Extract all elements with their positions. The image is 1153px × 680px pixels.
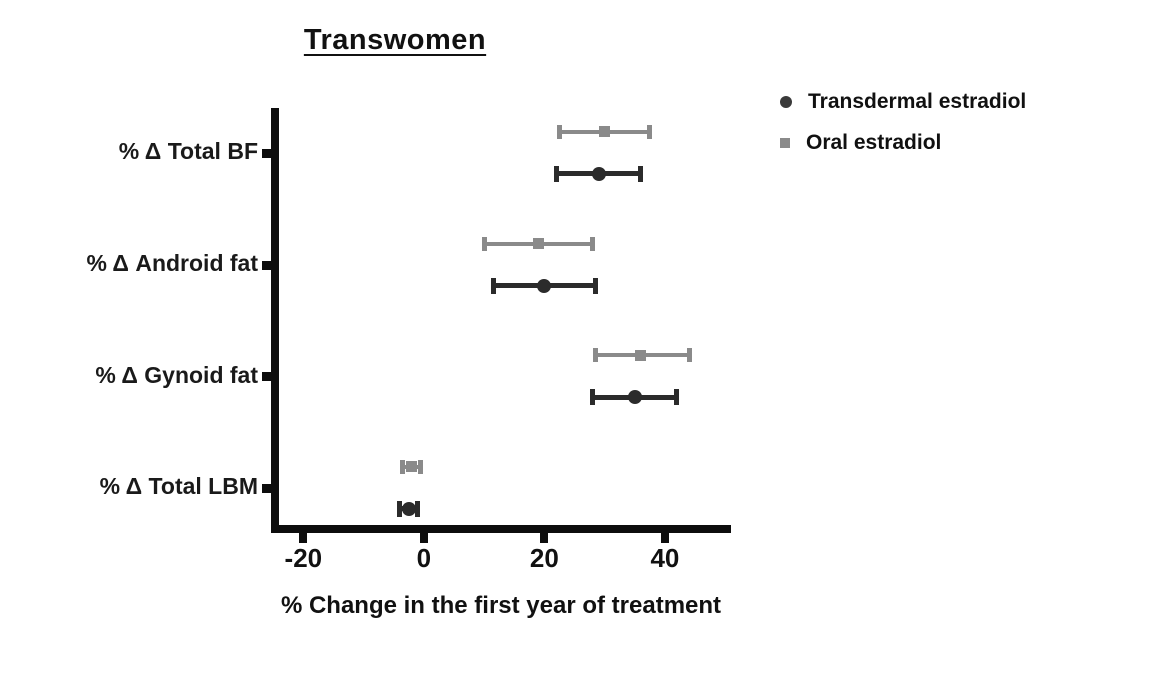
x-axis-tick xyxy=(660,533,669,543)
y-axis xyxy=(271,108,279,533)
x-axis-title: % Change in the first year of treatment xyxy=(280,592,722,619)
error-bar-cap xyxy=(553,165,559,182)
error-bar-cap xyxy=(674,389,680,405)
error-bar-cap xyxy=(593,348,599,362)
error-bar-cap xyxy=(590,389,596,405)
error-bar-cap xyxy=(556,124,562,139)
y-axis-tick xyxy=(262,372,272,381)
error-bar-cap xyxy=(418,459,424,474)
error-bar-cap xyxy=(647,124,653,139)
x-axis-tick xyxy=(419,533,428,543)
x-tick-label: 20 xyxy=(529,543,559,573)
x-axis-tick xyxy=(540,533,549,543)
transdermal-point-marker xyxy=(537,278,552,293)
legend-item-oral: Oral estradiol xyxy=(780,131,1026,155)
oral-point-marker xyxy=(406,461,418,472)
error-bar-cap xyxy=(397,500,403,517)
category-label-total-lbm: % Δ Total LBM xyxy=(99,473,258,499)
chart-title: Transwomen xyxy=(303,24,487,56)
error-bar-cap xyxy=(590,236,596,251)
error-bar-cap xyxy=(490,277,496,294)
circle-marker-icon xyxy=(780,96,792,108)
category-label-gynoid-fat: % Δ Gynoid fat xyxy=(95,362,258,388)
y-axis-tick xyxy=(262,260,272,270)
legend-item-transdermal: Transdermal estradiol xyxy=(780,90,1026,114)
transdermal-point-marker xyxy=(627,390,642,404)
error-bar-cap xyxy=(638,165,644,182)
error-bar-cap xyxy=(481,236,487,251)
category-label-android-fat: % Δ Android fat xyxy=(86,250,258,276)
error-bar-cap xyxy=(415,500,421,517)
square-marker-icon xyxy=(780,138,790,148)
legend-label: Oral estradiol xyxy=(806,131,942,154)
error-bar-cap xyxy=(686,348,692,362)
legend: Transdermal estradiol Oral estradiol xyxy=(780,90,1026,172)
x-axis-tick xyxy=(299,533,308,543)
y-axis-tick xyxy=(262,483,272,493)
x-tick-label: 40 xyxy=(650,543,680,573)
oral-point-marker xyxy=(532,238,544,249)
error-bar-cap xyxy=(593,277,599,294)
legend-label: Transdermal estradiol xyxy=(808,90,1027,113)
y-axis-tick xyxy=(262,148,272,158)
transdermal-point-marker xyxy=(591,166,606,181)
x-tick-label: 0 xyxy=(416,543,432,573)
x-axis xyxy=(271,525,731,533)
category-label-total-bf: % Δ Total BF xyxy=(118,138,258,164)
oral-point-marker xyxy=(599,126,611,137)
transdermal-point-marker xyxy=(401,501,416,516)
error-bar-cap xyxy=(400,459,406,474)
oral-point-marker xyxy=(635,349,647,361)
x-tick-label: -20 xyxy=(284,543,323,573)
